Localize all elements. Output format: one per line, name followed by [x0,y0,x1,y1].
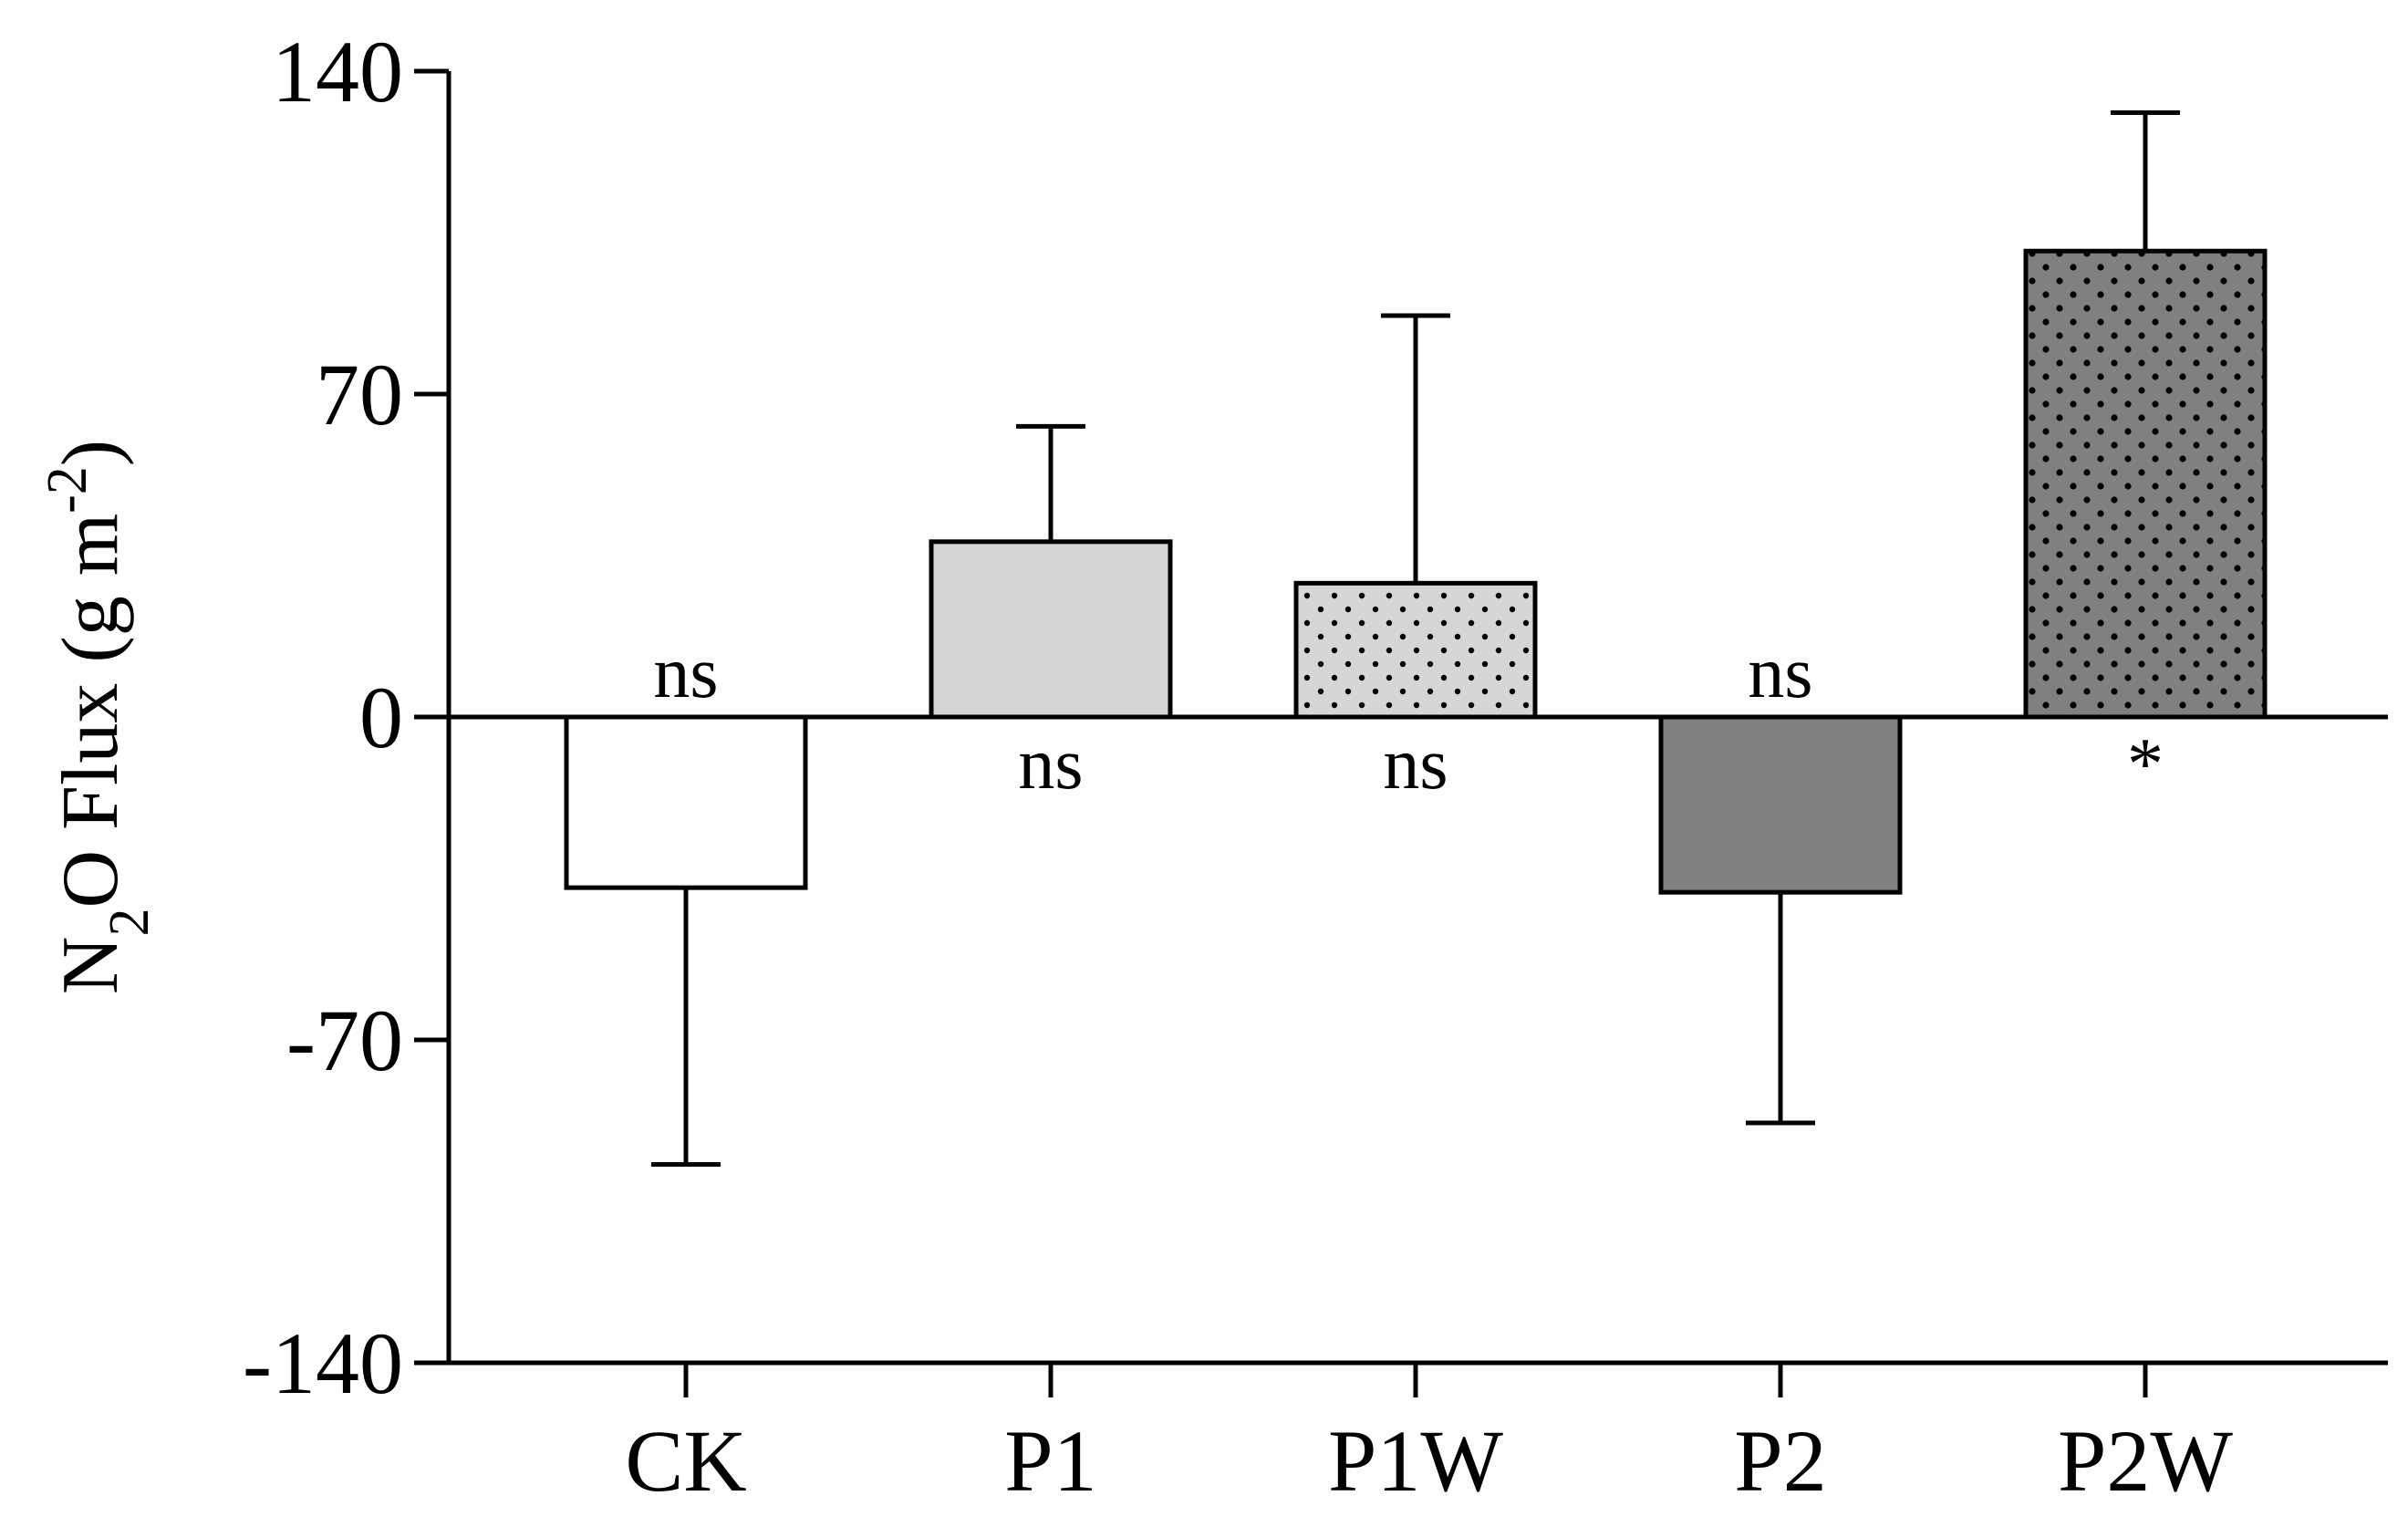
significance-label: ns [1383,724,1448,805]
y-tick-label: -140 [243,1314,403,1412]
tick-labels: -140 -70 0 70 140 CK P1 P1W P2 P2W [243,23,2233,1510]
y-axis-title-part: O Flux (g m [47,514,135,909]
significance-label: ns [1748,633,1812,713]
y-axis-title-part: ) [47,440,135,466]
y-tick-label: -70 [286,992,403,1089]
annotations: ns ns ns ns * [653,633,2164,805]
y-axis-title-part: N [47,937,135,995]
y-axis-title-part: 2 [99,909,161,937]
bar [929,539,1173,720]
ticks [414,68,2148,1397]
x-tick-label: P2 [1734,1412,1826,1510]
bar [2023,248,2268,720]
bar [1658,714,1903,895]
y-axis-title: N2O Flux (g m-2) [36,440,161,994]
x-tick-label: CK [625,1412,746,1510]
y-tick-label: 0 [359,669,403,766]
y-axis-title-group: N2O Flux (g m-2) [36,440,161,994]
x-tick-label: P2W [2058,1412,2233,1510]
significance-label: * [2127,724,2164,805]
y-tick-label: 140 [272,23,403,120]
significance-label: ns [653,633,718,713]
bar [564,714,808,890]
bar [1293,580,1538,720]
y-axis-title-part: -2 [36,466,99,514]
x-tick-label: P1W [1328,1412,1503,1510]
significance-label: ns [1018,724,1083,805]
x-tick-label: P1 [1004,1412,1096,1510]
bars [564,248,2268,895]
y-tick-label: 70 [316,346,403,443]
